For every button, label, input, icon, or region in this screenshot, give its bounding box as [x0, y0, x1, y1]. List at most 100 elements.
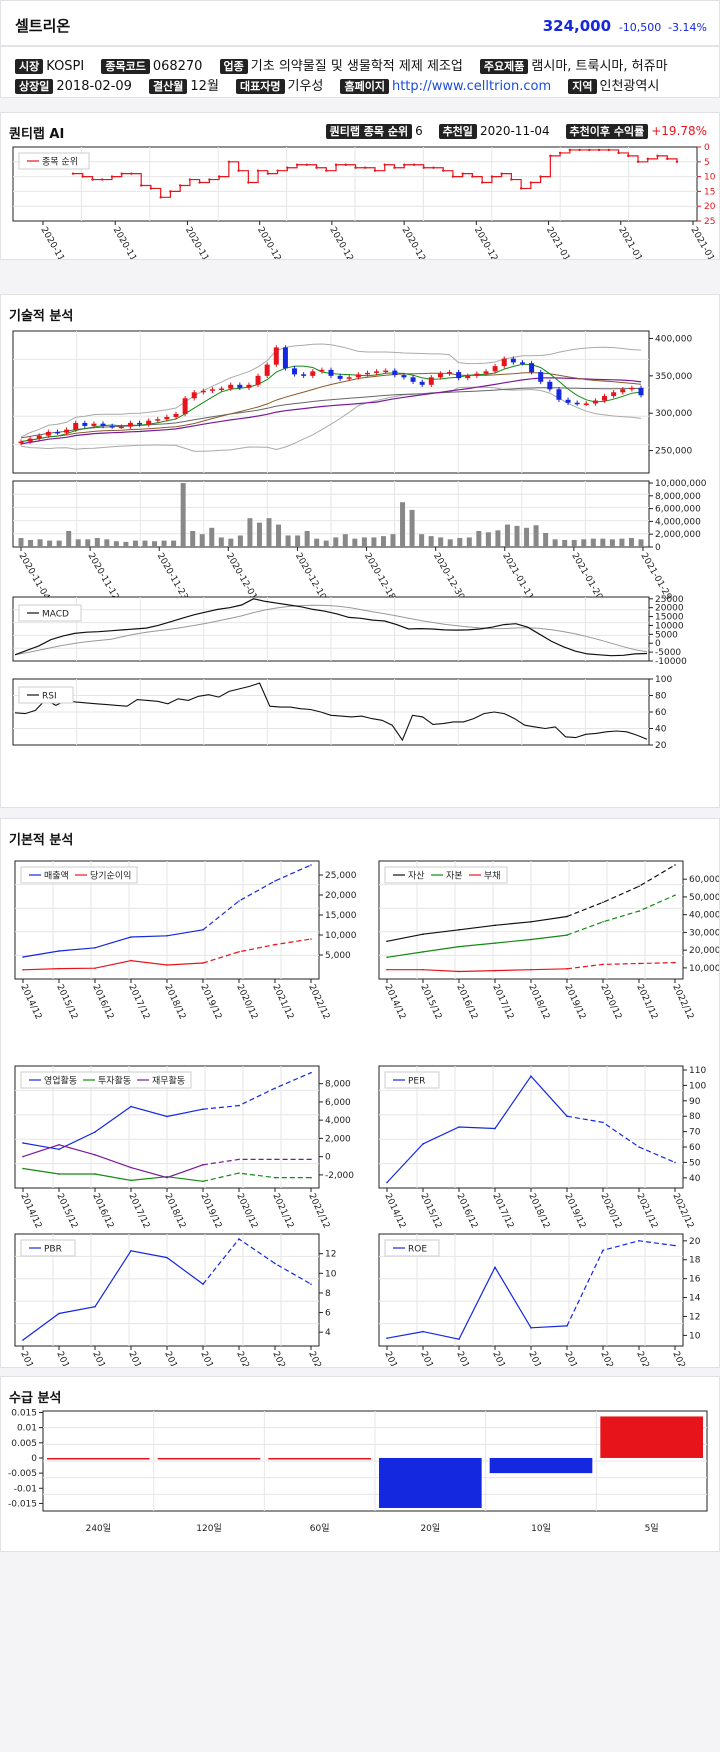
flow-panel: 수급 분석 240일 120일 60일 20일 10일 5일 -0.015 -0.01 -0.0…	[0, 1376, 720, 1552]
rank-point	[227, 160, 231, 163]
cashflow-point	[202, 1180, 204, 1183]
candle-body	[456, 372, 462, 379]
assets-point	[386, 968, 388, 971]
sales-point	[310, 864, 312, 866]
flow-bar	[379, 1457, 482, 1508]
volume-bar	[199, 534, 205, 547]
volume-bar	[352, 538, 358, 547]
volume-chart-ytick-label: 8,000,000	[655, 492, 701, 502]
candle-body	[45, 431, 51, 436]
volume-bar	[75, 539, 81, 547]
volume-bar	[113, 541, 119, 547]
pbr-point	[238, 1238, 240, 1240]
sales-xtick-label: 2022/12	[306, 983, 331, 1021]
cashflow-chart-legend-label: 재무활동	[152, 1075, 185, 1087]
per-chart-legend-label: PER	[408, 1077, 425, 1087]
rank-point	[441, 169, 445, 172]
macd-chart-ytick-label: 25000	[655, 595, 684, 605]
per-chart-legend: PER	[384, 1071, 440, 1089]
volume-bar	[533, 525, 539, 547]
assets-point	[566, 934, 568, 936]
pbr-xtick-label: 2019/12	[198, 1350, 223, 1366]
rank-point	[110, 175, 114, 178]
macd-chart-ytick-label: 15000	[655, 613, 684, 623]
roe-series-forecast	[566, 1240, 676, 1327]
candle-body	[337, 375, 343, 379]
candle-body	[155, 419, 161, 421]
assets-point	[674, 961, 676, 964]
volume-bar	[562, 539, 568, 547]
sales-series-forecast	[202, 938, 312, 964]
per-point	[674, 1161, 676, 1164]
assets-point	[422, 968, 424, 971]
assets-chart-ytick-label: 40,000	[689, 911, 719, 921]
rank-point	[422, 166, 425, 169]
macd-signal-line	[14, 604, 648, 656]
info-row-1: 시장 KOSPI 종목코드 068270 업종 기초 의약물질 및 생물학적 제제 제…	[15, 55, 668, 74]
volume-bar	[380, 536, 386, 547]
tech-chart-xtick-label: 2020-12-01	[224, 552, 259, 602]
cashflow-point	[58, 1173, 60, 1175]
sales-chart-legend: 매출액 당기순이익	[20, 866, 138, 884]
sales-chart-ytick-label: 15,000	[325, 911, 357, 921]
tech-chart-xtick-label: 2020-12-30	[431, 552, 466, 603]
flow-title: 수급 분석	[9, 1391, 62, 1406]
roe-point	[602, 1249, 604, 1252]
candle-body	[364, 372, 370, 375]
rank-line	[73, 149, 678, 198]
candle-body	[319, 369, 325, 372]
volume-bar	[180, 483, 186, 547]
assets-xtick-label: 2015/12	[418, 983, 443, 1021]
volume-bar	[361, 537, 367, 547]
price-change-pct: -3.14%	[668, 21, 707, 34]
homepage-label: 홈페이지	[340, 79, 389, 94]
per-point	[566, 1115, 568, 1118]
sales-chart-ytick-label: 25,000	[325, 871, 357, 881]
volume-bar	[66, 531, 72, 547]
cashflow-xtick-label: 2019/12	[198, 1192, 223, 1230]
per-point	[638, 1146, 640, 1148]
rank-point	[149, 187, 153, 190]
pbr-point	[166, 1256, 168, 1259]
rsi-chart-legend-box	[18, 686, 74, 704]
assets-point	[458, 945, 460, 948]
volume-bar	[47, 540, 53, 547]
candle-body	[282, 347, 288, 369]
candle-body	[638, 387, 644, 396]
per-xtick-label: 2022/12	[670, 1192, 695, 1230]
rank-chart-xtick-label: 2020-12-30	[472, 226, 507, 260]
volume-bar	[142, 540, 148, 547]
cashflow-chart-legend-label: 영업활동	[44, 1075, 77, 1087]
per-point	[458, 1126, 460, 1128]
rank-chart-xtick-label: 2020-12-18	[400, 226, 435, 260]
cashflow-point	[94, 1173, 96, 1175]
rec-date-label: 추천일	[438, 124, 477, 139]
assets-xtick-label: 2022/12	[670, 983, 695, 1021]
volume-bar	[628, 538, 634, 547]
rank-point	[120, 172, 123, 175]
price-block: 324,000 -10,500 -3.14%	[543, 17, 707, 35]
price-chart-ytick-label: 350,000	[655, 372, 692, 382]
rank-ytick-label: 0	[704, 143, 710, 153]
flow-bar	[47, 1457, 150, 1460]
candle-body	[191, 392, 197, 399]
assets-series-actual	[386, 934, 568, 958]
macd-chart-ytick-label: -10000	[655, 657, 687, 667]
candle-body	[611, 392, 617, 397]
volume-chart-ytick-label: 4,000,000	[655, 517, 701, 527]
pbr-xtick-label: 2022/12	[306, 1350, 331, 1366]
cashflow-point	[238, 1172, 240, 1174]
assets-point	[530, 938, 532, 941]
volume-bar	[276, 524, 282, 547]
roe-point	[422, 1330, 424, 1333]
rank-point	[383, 163, 386, 166]
volume-bar	[18, 538, 24, 547]
cashflow-series-actual	[22, 1105, 204, 1150]
per-xtick-label: 2015/12	[418, 1192, 443, 1230]
cashflow-chart-ytick-label: 2,000	[325, 1134, 351, 1144]
cashflow-xtick-label: 2021/12	[270, 1192, 295, 1230]
homepage-link[interactable]: http://www.celltrion.com	[391, 79, 552, 94]
rank-chart-xtick-label: 2021-01-11	[544, 226, 579, 260]
price-chart-ytick-label: 250,000	[655, 447, 692, 457]
volume-bar	[37, 539, 43, 547]
